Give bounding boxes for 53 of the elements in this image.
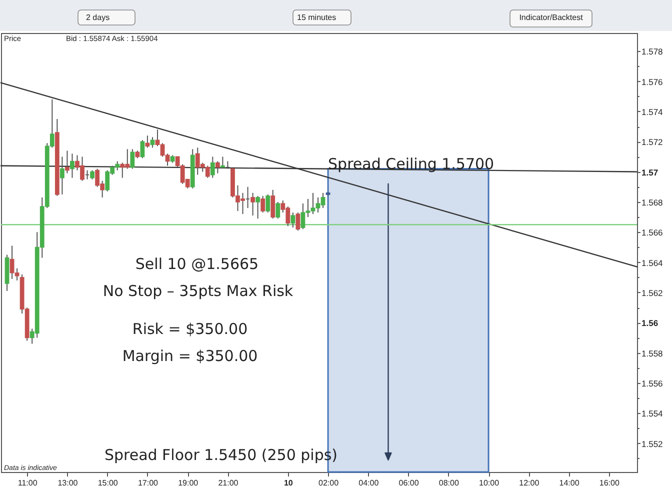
y-tick-label: 1.564 [642, 258, 664, 268]
x-tick-label: 06:00 [398, 478, 420, 488]
candlestick [260, 195, 266, 214]
y-tick-label: 1.572 [642, 137, 664, 148]
x-tick-label: 10:00 [479, 478, 500, 488]
candlestick [276, 201, 280, 220]
candlestick [60, 156, 64, 195]
x-tick-label: 19:00 [178, 478, 199, 488]
annotation: Sell 10 @1.5665 [135, 255, 259, 273]
x-tick-label: 17:00 [138, 478, 159, 488]
x-tick-label: 02:00 [318, 478, 340, 488]
x-tick-label: 04:00 [358, 478, 380, 488]
x-tick-label: 08:00 [438, 478, 460, 488]
text: 2 days [86, 13, 110, 22]
x-tick-label: 14:00 [559, 478, 580, 488]
x-tick-label: 15:00 [98, 478, 118, 488]
x-tick-label: 16:00 [599, 478, 620, 488]
x-tick-label: 12:00 [519, 478, 540, 488]
candlestick [150, 136, 155, 148]
y-tick-label: 1.568 [642, 197, 664, 208]
y-tick-label: 1.562 [642, 288, 664, 298]
candlestick [270, 189, 276, 220]
candlestick [290, 212, 296, 228]
candlestick [70, 153, 74, 178]
y-tick-label: 1.556 [642, 378, 664, 388]
y-tick-label: 1.552 [642, 438, 664, 449]
candlestick [130, 148, 135, 170]
y-tick-label: 1.576 [642, 76, 664, 87]
annotation: Margin = $350.00 [122, 347, 258, 365]
candlestick [210, 156, 215, 178]
y-tick-label: 1.554 [642, 408, 664, 419]
y-tick-label: 1.57 [642, 167, 658, 178]
x-tick-label: 11:00 [18, 478, 38, 488]
candlestick [65, 150, 70, 174]
x-tick-label: 13:00 [58, 478, 78, 488]
candlestick [215, 160, 220, 174]
y-tick-label: 1.56 [642, 318, 658, 328]
y-tick-label: 1.558 [642, 348, 664, 358]
candlestick [296, 212, 300, 232]
candlestick [140, 140, 145, 159]
annotation: Spread Ceiling 1.5700 [328, 154, 494, 173]
candlestick [145, 135, 150, 148]
x-tick-label: 21:00 [218, 478, 239, 488]
annotation: No Stop – 35pts Max Risk [102, 282, 294, 300]
y-tick-label: 1.574 [642, 106, 664, 117]
y-tick-label: 1.566 [642, 228, 664, 238]
text: Indicator/Backtest [519, 13, 584, 22]
annotation: Risk = $350.00 [132, 320, 248, 338]
x-tick-label: 10 [284, 478, 294, 488]
candlestick [256, 195, 260, 220]
y-tick-label: 1.578 [642, 46, 664, 57]
candlestick [266, 194, 270, 214]
text: 15 minutes [297, 13, 336, 22]
